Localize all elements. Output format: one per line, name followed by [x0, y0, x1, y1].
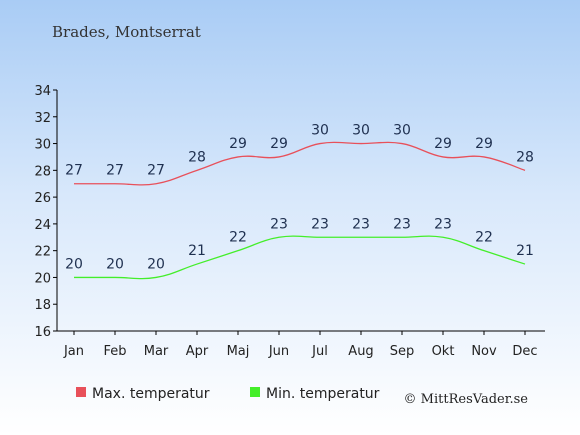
data-label-0: 28	[188, 149, 206, 165]
y-tick-label: 28	[34, 164, 51, 179]
data-label-0: 29	[229, 136, 247, 152]
y-tick-label: 20	[34, 271, 51, 286]
legend-swatch-0	[76, 387, 86, 397]
data-label-0: 30	[311, 123, 329, 139]
data-label-1: 23	[434, 216, 452, 232]
axes: 16 18 20 22 24 26 28 30 32 34 Jan Feb Mar Apr Maj Jun Ju…	[34, 84, 545, 359]
y-tick-label: 32	[34, 111, 51, 126]
y-tick-label: 22	[34, 245, 51, 260]
data-label-0: 29	[475, 136, 493, 152]
y-tick-label: 16	[34, 325, 51, 340]
data-label-1: 21	[188, 243, 206, 259]
chart-title: Brades, Montserrat	[52, 23, 201, 41]
data-label-1: 23	[393, 216, 411, 232]
data-label-1: 20	[65, 256, 83, 272]
y-tick-label: 26	[34, 191, 51, 206]
legend-swatch-1	[250, 387, 260, 397]
data-label-0: 30	[352, 123, 370, 139]
x-tick-label: Jun	[268, 344, 289, 359]
x-tick-label: Apr	[186, 344, 209, 359]
data-label-0: 27	[147, 163, 165, 179]
legend-label-1: Min. temperatur	[266, 386, 380, 402]
data-label-0: 29	[270, 136, 288, 152]
legend-label-0: Max. temperatur	[92, 386, 210, 402]
x-tick-label: Maj	[227, 344, 250, 359]
data-label-1: 20	[147, 256, 165, 272]
credit-text: © MittResVader.se	[404, 392, 529, 407]
x-tick-label: Jul	[311, 344, 328, 359]
data-label-1: 22	[475, 230, 493, 246]
x-tick-label: Feb	[103, 344, 126, 359]
data-label-0: 29	[434, 136, 452, 152]
data-label-0: 27	[65, 163, 83, 179]
x-tick-label: Dec	[512, 344, 537, 359]
data-label-0: 27	[106, 163, 124, 179]
y-tick-label: 30	[34, 138, 51, 153]
y-tick-label: 34	[34, 84, 51, 99]
x-tick-label: Sep	[390, 344, 415, 359]
data-label-1: 20	[106, 256, 124, 272]
data-label-1: 23	[352, 216, 370, 232]
data-label-1: 22	[229, 230, 247, 246]
series-lines	[73, 141, 526, 280]
legend: Max. temperatur Min. temperatur	[76, 386, 380, 402]
data-labels: 27 27 27 28 29 29 30 30 30 29 29 28 20 20 20 21 22 23 23 23…	[65, 123, 534, 273]
y-tick-label: 24	[34, 218, 51, 233]
x-tick-label: Jan	[63, 344, 84, 359]
data-label-0: 28	[516, 149, 534, 165]
x-tick-label: Nov	[471, 344, 497, 359]
data-label-1: 21	[516, 243, 534, 259]
data-label-1: 23	[311, 216, 329, 232]
x-tick-label: Okt	[432, 344, 455, 359]
data-label-1: 23	[270, 216, 288, 232]
y-tick-label: 18	[34, 298, 51, 313]
series-line-0	[73, 141, 526, 186]
x-tick-label: Aug	[348, 344, 373, 359]
x-tick-label: Mar	[144, 344, 169, 359]
series-line-1	[73, 235, 526, 280]
data-label-0: 30	[393, 123, 411, 139]
